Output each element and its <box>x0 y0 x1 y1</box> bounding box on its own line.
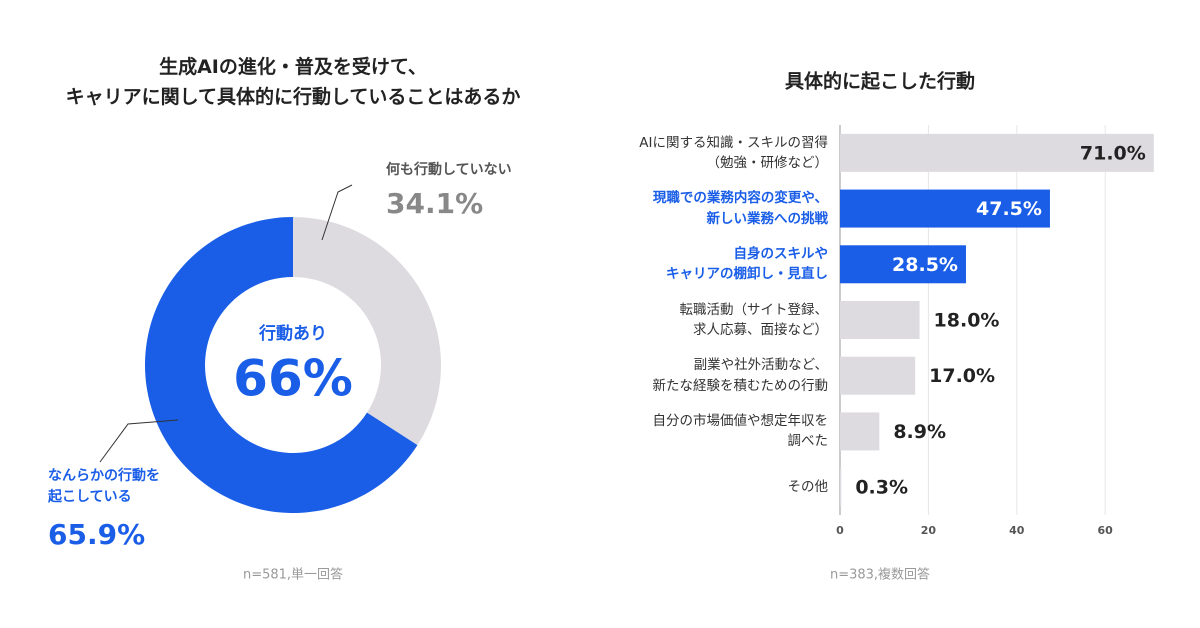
leader-line <box>99 419 179 463</box>
slice-label: なんらかの行動を 起こしている <box>48 468 160 505</box>
category-label: 副業や社外活動など、 新たな経験を積むための行動 <box>652 357 829 394</box>
category-label: 転職活動（サイト登録、 求人応募、面接など） <box>679 301 829 338</box>
category-label: 自身のスキルや キャリアの棚卸し・見直し <box>666 246 828 283</box>
category-label: AIに関する知識・スキルの習得 （勉強・研修など） <box>639 134 828 171</box>
bar <box>840 468 842 507</box>
category-label: 自分の市場価値や想定年収を 調べた <box>652 413 829 450</box>
value-label: 71.0% <box>1080 142 1146 164</box>
bar <box>840 356 916 395</box>
bar <box>840 245 966 284</box>
category-label: その他 <box>787 479 829 496</box>
slice-value: 34.1% <box>386 187 483 220</box>
donut-slice <box>145 217 418 513</box>
donut-slice <box>293 217 442 446</box>
x-tick-label: 60 <box>1098 524 1114 537</box>
x-tick-label: 40 <box>1009 524 1025 537</box>
leader-line <box>321 184 353 241</box>
chart-title: 具体的に起こした行動 <box>785 70 975 93</box>
center-title: 行動あり <box>258 323 327 344</box>
value-label: 0.3% <box>855 477 908 499</box>
value-label: 18.0% <box>934 310 1000 332</box>
note: n=581,単一回答 <box>243 567 343 583</box>
value-label: 8.9% <box>893 421 946 443</box>
note: n=383,複数回答 <box>830 567 930 583</box>
bar <box>840 412 880 451</box>
x-tick-label: 0 <box>836 524 844 537</box>
category-label: 現職での業務内容の変更や、 新しい業務への挑戦 <box>652 190 828 227</box>
value-label: 17.0% <box>929 365 995 387</box>
x-tick-label: 20 <box>921 524 937 537</box>
bar <box>840 189 1050 228</box>
bar <box>840 133 1154 172</box>
center-value: 66% <box>233 350 353 408</box>
slice-label: 何も行動していない <box>386 162 512 178</box>
value-label: 47.5% <box>976 198 1042 220</box>
bar <box>840 301 920 339</box>
chart-title: 生成AIの進化・普及を受けて、 キャリアに関して具体的に行動していることはあるか <box>65 56 521 109</box>
value-label: 28.5% <box>892 254 958 276</box>
slice-value: 65.9% <box>48 518 145 551</box>
